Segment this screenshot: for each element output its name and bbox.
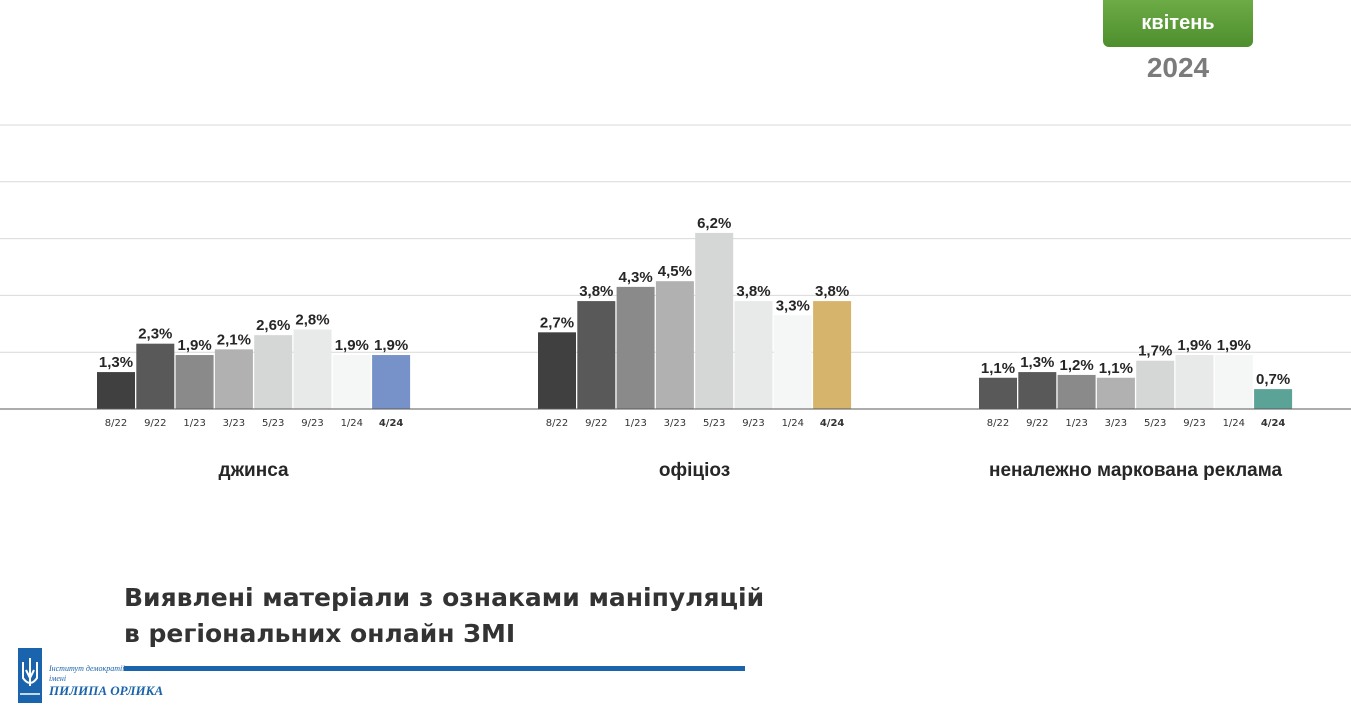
data-label-g1-0: 2,7% [540, 314, 574, 331]
tick-label-g0-6: 1/24 [341, 418, 363, 429]
bar-g0-5 [293, 329, 332, 409]
bar-g1-5 [734, 301, 773, 409]
tick-label-g2-0: 8/22 [987, 418, 1009, 429]
bar-chart: 1,3% 8/22 2,3% 9/22 1,9% 1/23 2,1% 3/23 2,6% 5/23… [0, 124, 1351, 481]
bar-g2-5 [1175, 355, 1214, 409]
year-label: 2024 [1146, 52, 1210, 83]
tick-label-g1-7: 4/24 [820, 418, 845, 429]
tick-label-g2-1: 9/22 [1026, 418, 1048, 429]
tick-label-g1-0: 8/22 [546, 418, 568, 429]
tick-label-g0-4: 5/23 [262, 418, 284, 429]
data-label-g2-7: 0,7% [1256, 371, 1290, 388]
data-label-g1-5: 3,8% [736, 283, 770, 300]
bar-g1-4 [695, 232, 734, 409]
data-label-g2-6: 1,9% [1217, 337, 1251, 354]
bar-g1-3 [655, 281, 694, 409]
group-label-2: неналежно маркована реклама [989, 460, 1283, 481]
tick-label-g0-5: 9/23 [301, 418, 323, 429]
tick-label-g0-2: 1/23 [183, 418, 205, 429]
month-badge: квітень [1103, 0, 1253, 47]
tick-label-g2-3: 3/23 [1105, 418, 1127, 429]
bar-g0-3 [214, 349, 253, 409]
bar-g0-0 [97, 372, 135, 409]
tick-label-g0-3: 3/23 [223, 418, 245, 429]
bar-g2-6 [1214, 355, 1253, 409]
data-label-g0-0: 1,3% [99, 354, 133, 371]
tick-label-g1-6: 1/24 [782, 418, 804, 429]
logo-line-3: ПИЛИПА ОРЛИКА [49, 683, 164, 698]
data-label-g0-2: 1,9% [177, 337, 211, 354]
data-label-g1-3: 4,5% [658, 263, 692, 280]
data-label-g1-6: 3,3% [776, 297, 810, 314]
tick-label-g0-1: 9/22 [144, 418, 166, 429]
data-label-g2-5: 1,9% [1177, 337, 1211, 354]
data-label-g2-2: 1,2% [1059, 357, 1093, 374]
bar-g2-2 [1057, 374, 1096, 409]
bar-g1-0 [538, 332, 576, 409]
tick-label-g2-6: 1/24 [1223, 418, 1245, 429]
data-label-g1-7: 3,8% [815, 283, 849, 300]
data-label-g0-5: 2,8% [295, 311, 329, 328]
gridlines [0, 124, 1351, 353]
data-label-g0-7: 1,9% [374, 337, 408, 354]
institute-logo: Інститут демократії імені ПИЛИПА ОРЛИКА [18, 648, 163, 703]
bar-g1-2 [616, 286, 655, 409]
slide-title: Виявлені матеріали з ознаками маніпуляці… [124, 580, 764, 652]
title-line-2: в регіональних онлайн ЗМІ [124, 619, 516, 648]
bar-g1-6 [773, 315, 812, 409]
tick-label-g2-7: 4/24 [1261, 418, 1286, 429]
trident-icon [18, 648, 42, 703]
title-line-1: Виявлені матеріали з ознаками маніпуляці… [124, 583, 765, 612]
bar-g2-3 [1096, 377, 1135, 409]
tick-label-g1-5: 9/23 [742, 418, 764, 429]
tick-label-g2-4: 5/23 [1144, 418, 1166, 429]
tick-label-g0-0: 8/22 [105, 418, 127, 429]
data-label-g0-4: 2,6% [256, 317, 290, 334]
tick-label-g0-7: 4/24 [379, 418, 404, 429]
bar-g0-6 [332, 355, 371, 409]
data-label-g1-1: 3,8% [579, 283, 613, 300]
bars [97, 232, 1293, 409]
labels: 1,3% 8/22 2,3% 9/22 1,9% 1/23 2,1% 3/23 2,6% 5/23… [99, 215, 1290, 481]
bar-g0-4 [254, 335, 293, 409]
title-underline [124, 666, 745, 671]
bar-g2-4 [1136, 360, 1175, 409]
data-label-g0-1: 2,3% [138, 326, 172, 343]
bar-g0-1 [136, 343, 175, 409]
data-label-g2-3: 1,1% [1099, 360, 1133, 377]
logo-line-1: Інститут демократії [49, 664, 125, 673]
bar-g2-7 [1254, 389, 1293, 409]
data-label-g2-0: 1,1% [981, 360, 1015, 377]
data-label-g1-4: 6,2% [697, 215, 731, 232]
data-label-g2-4: 1,7% [1138, 343, 1172, 360]
bar-g2-1 [1018, 372, 1057, 409]
data-label-g0-6: 1,9% [335, 337, 369, 354]
bar-g0-7 [372, 355, 411, 409]
data-label-g1-2: 4,3% [618, 269, 652, 286]
tick-label-g2-5: 9/23 [1183, 418, 1205, 429]
tick-label-g2-2: 1/23 [1065, 418, 1087, 429]
data-label-g0-3: 2,1% [217, 331, 251, 348]
tick-label-g1-4: 5/23 [703, 418, 725, 429]
logo-line-2: імені [49, 674, 67, 683]
tick-label-g1-1: 9/22 [585, 418, 607, 429]
bar-g0-2 [175, 355, 214, 409]
tick-label-g1-3: 3/23 [664, 418, 686, 429]
bar-g1-1 [577, 301, 616, 409]
bar-g1-7 [813, 301, 852, 409]
group-label-1: офіціоз [659, 460, 730, 481]
group-label-0: джинса [219, 460, 289, 481]
tick-label-g1-2: 1/23 [624, 418, 646, 429]
bar-g2-0 [979, 377, 1017, 409]
data-label-g2-1: 1,3% [1020, 354, 1054, 371]
